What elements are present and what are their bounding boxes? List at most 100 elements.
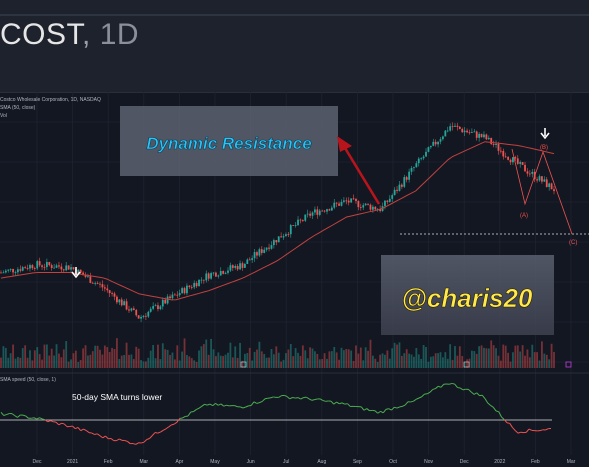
volume-bar: [521, 345, 524, 368]
sma-speed-segment: [176, 418, 181, 423]
timeframe-label[interactable]: 1D: [99, 18, 140, 51]
candle-body: [205, 273, 208, 281]
sma-speed-segment: [341, 402, 345, 405]
event-flag[interactable]: [240, 361, 247, 368]
volume-bar: [152, 344, 155, 368]
candle-body: [415, 163, 418, 168]
candle-body: [297, 219, 299, 226]
sma-speed-segment: [421, 393, 425, 398]
symbol-title[interactable]: COST, 1D: [0, 18, 139, 52]
candle-body: [480, 133, 483, 138]
volume-bar: [123, 354, 126, 368]
candle-body: [285, 234, 287, 237]
x-tick-label: Nov: [424, 459, 433, 465]
candle-body: [173, 294, 176, 296]
x-tick-label: Sep: [353, 459, 362, 465]
candle-body: [550, 183, 553, 190]
candle-body: [417, 158, 420, 164]
sma-speed-segment: [253, 401, 258, 404]
sma-speed-segment: [196, 407, 200, 411]
candle-body: [77, 269, 80, 274]
volume-bar: [415, 347, 418, 368]
sma-speed-segment: [132, 443, 136, 445]
sma-speed-segment: [451, 382, 455, 385]
sma-speed-segment: [99, 435, 104, 439]
candle-body: [210, 273, 212, 279]
x-tick-label: Mar: [567, 459, 576, 465]
sma-speed-segment: [119, 438, 123, 441]
volume-bar: [103, 345, 106, 368]
sma-speed-segment: [481, 394, 486, 399]
chart-legend: Costco Wholesale Corporation, 1D, NASDAQ…: [0, 97, 101, 119]
volume-bar: [425, 347, 427, 368]
candle-body: [229, 265, 232, 271]
sma-speed-segment: [495, 410, 499, 413]
volume-bar: [137, 348, 140, 368]
candle-body: [193, 283, 196, 288]
volume-bar: [321, 359, 324, 368]
price-candles: [0, 122, 555, 323]
sma-speed-segment: [102, 435, 106, 439]
candle-body: [4, 270, 7, 273]
volume-bar: [371, 355, 374, 368]
candle-body: [405, 177, 408, 180]
volume-bar: [437, 353, 439, 368]
sma-speed-segment: [492, 406, 497, 412]
sma-speed-segment: [198, 405, 203, 409]
volume-bar: [333, 346, 336, 368]
sma-speed-segment: [31, 417, 35, 419]
x-tick-label: Apr: [176, 459, 184, 465]
candle-body: [367, 203, 369, 205]
sma-speed-segment: [339, 402, 343, 405]
volume-bar: [205, 339, 208, 368]
wave-label-b: (B): [540, 145, 548, 151]
price-chart[interactable]: Costco Wholesale Corporation, 1D, NASDAQ…: [0, 92, 589, 467]
dynamic-resistance-annotation[interactable]: Dynamic Resistance: [120, 106, 338, 176]
candle-body: [130, 308, 133, 311]
volume-bar: [309, 347, 312, 368]
candle-body: [164, 299, 167, 304]
event-flag[interactable]: [463, 361, 470, 368]
volume-bar: [147, 357, 150, 368]
candle-body: [497, 143, 500, 151]
volume-bar: [258, 341, 261, 368]
candle-body: [439, 139, 442, 142]
candle-body: [437, 141, 439, 145]
candle-body: [241, 263, 244, 268]
candle-body: [487, 137, 490, 140]
volume-bar: [475, 353, 478, 368]
sma-speed-segment: [377, 410, 381, 414]
candle-body: [301, 220, 304, 222]
sma-speed-segment: [297, 397, 301, 400]
volume-bar: [251, 360, 254, 368]
candle-body: [420, 158, 423, 160]
volume-bar: [125, 342, 128, 368]
candle-body: [157, 305, 159, 310]
event-flag[interactable]: [565, 361, 572, 368]
sma-speed-segment: [470, 391, 475, 395]
candle-body: [106, 288, 109, 291]
sma-speed-segment: [545, 428, 549, 431]
sma-speed-segment: [438, 385, 442, 388]
sma-speed-segment: [22, 414, 26, 417]
sma-speed-segment: [39, 417, 43, 420]
x-axis[interactable]: Dec 2021 Feb Mar Apr May Jun Jul Aug Sep Oct Nov Dec…: [33, 459, 576, 465]
down-arrow-icon: [540, 128, 550, 140]
watermark-label: @charis20: [402, 283, 533, 313]
sma-speed-segment: [83, 428, 87, 431]
volume-bar: [241, 360, 244, 368]
candle-body: [408, 171, 411, 180]
sma-speed-segment: [498, 411, 502, 418]
chart-header: COST, 1D: [0, 0, 589, 93]
sma-speed-segment: [330, 400, 335, 405]
sma-speed-segment: [146, 438, 150, 440]
sma-speed-segment: [462, 388, 466, 391]
volume-bar: [91, 351, 94, 368]
volume-bar: [439, 352, 442, 368]
candle-body: [147, 311, 150, 317]
volume-bar: [533, 352, 536, 368]
candle-body: [483, 134, 485, 138]
candle-body: [24, 267, 27, 269]
candle-body: [33, 268, 36, 270]
candle-body: [43, 266, 46, 268]
